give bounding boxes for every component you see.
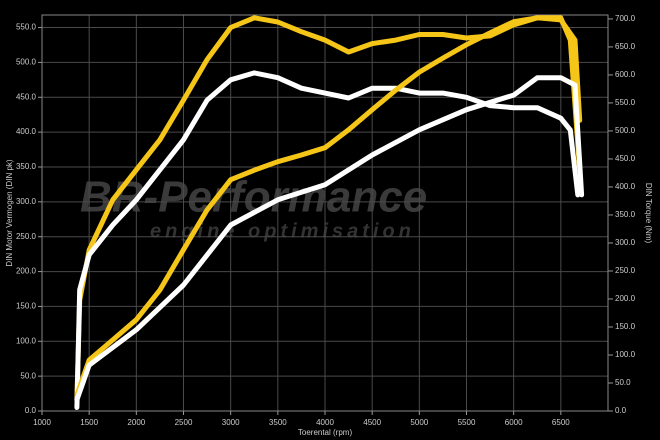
y2-tick-label: 250.0: [615, 266, 636, 275]
x-tick-label: 1500: [80, 418, 98, 427]
y2-tick-label: 450.0: [615, 154, 636, 163]
y2-axis-title: DIN Torque (Nm): [644, 183, 653, 244]
y2-tick-label: 50.0: [615, 378, 631, 387]
y2-tick-label: 550.0: [615, 98, 636, 107]
x-axis-title: Toerental (rpm): [298, 428, 353, 437]
data-line: [74, 15, 583, 398]
y2-tick-label: 300.0: [615, 238, 636, 247]
x-tick-label: 1000: [33, 418, 51, 427]
x-tick-label: 2500: [175, 418, 193, 427]
y2-tick-label: 100.0: [615, 350, 636, 359]
data-line: [74, 15, 583, 403]
y2-tick-label: 150.0: [615, 322, 636, 331]
y-tick-label: 150.0: [16, 302, 37, 311]
x-tick-label: 6000: [505, 418, 523, 427]
data-line: [74, 75, 585, 403]
x-tick-label: 4500: [363, 418, 381, 427]
data-line: [74, 70, 581, 410]
y2-tick-label: 400.0: [615, 182, 636, 191]
x-tick-label: 6500: [552, 418, 570, 427]
y-tick-label: 300.0: [16, 197, 37, 206]
y-tick-label: 400.0: [16, 127, 37, 136]
y-tick-label: 450.0: [16, 92, 37, 101]
x-tick-label: 3000: [222, 418, 240, 427]
y2-tick-label: 350.0: [615, 210, 636, 219]
y-tick-label: 350.0: [16, 162, 37, 171]
y-tick-label: 250.0: [16, 232, 37, 241]
y-tick-label: 0.0: [25, 406, 37, 415]
y2-tick-label: 500.0: [615, 126, 636, 135]
x-tick-label: 5000: [410, 418, 428, 427]
y-tick-label: 100.0: [16, 336, 37, 345]
y-tick-label: 500.0: [16, 58, 37, 67]
y-tick-label: 50.0: [20, 371, 36, 380]
x-tick-label: 2000: [127, 418, 145, 427]
y2-tick-label: 600.0: [615, 70, 636, 79]
y-axis-title: DIN Motor Vermogen (DIN pk): [5, 159, 14, 266]
y2-tick-label: 0.0: [615, 406, 627, 415]
x-tick-label: 4000: [316, 418, 334, 427]
x-tick-label: 5500: [458, 418, 476, 427]
y2-tick-label: 200.0: [615, 294, 636, 303]
x-tick-label: 3500: [269, 418, 287, 427]
y2-tick-label: 650.0: [615, 42, 636, 51]
y2-tick-label: 700.0: [615, 14, 636, 23]
y-tick-label: 550.0: [16, 23, 37, 32]
y-tick-label: 200.0: [16, 267, 37, 276]
plot-frame: [41, 14, 609, 412]
